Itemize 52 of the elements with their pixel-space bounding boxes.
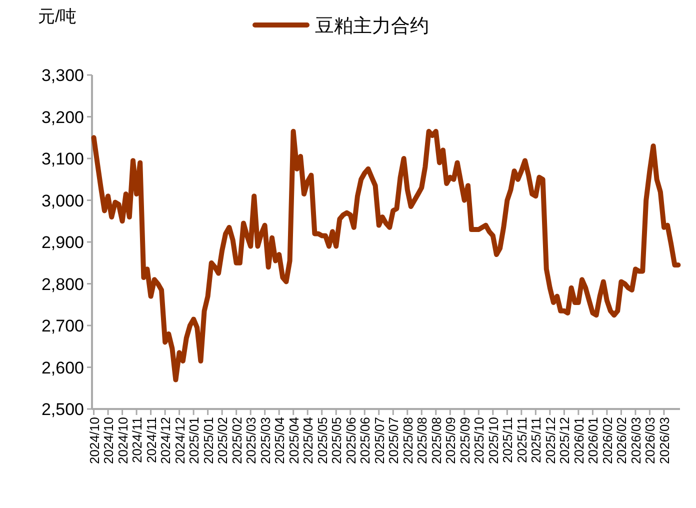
x-tick-label: 2025/05 xyxy=(329,417,344,464)
x-tick-label: 2025/01 xyxy=(186,417,202,464)
x-tick-label: 2025/04 xyxy=(272,417,288,464)
y-tick-label: 2,700 xyxy=(41,316,84,336)
x-tick-label: 2025/04 xyxy=(300,417,316,464)
x-tick-label: 2025/07 xyxy=(386,417,402,464)
x-tick-label: 2025/11 xyxy=(528,417,544,464)
y-tick-label: 3,100 xyxy=(41,150,84,168)
x-tick-label: 2026/03 xyxy=(642,417,658,464)
x-tick-label: 2025/11 xyxy=(500,417,516,464)
x-tick-label: 2025/03 xyxy=(258,417,273,464)
x-tick-label: 2025/05 xyxy=(314,417,330,464)
y-tick-label: 3,300 xyxy=(41,66,84,85)
x-tick-label: 2025/06 xyxy=(358,417,373,464)
x-tick-label: 2025/06 xyxy=(343,417,358,464)
x-tick-label: 2026/02 xyxy=(614,417,630,464)
y-tick-label: 2,600 xyxy=(41,358,84,378)
x-tick-label: 2025/12 xyxy=(557,417,572,464)
x-tick-label: 2025/08 xyxy=(428,417,444,464)
x-tick-label: 2025/03 xyxy=(244,417,259,464)
y-tick-label: 3,200 xyxy=(41,108,84,127)
x-tick-label: 2025/01 xyxy=(200,417,216,464)
x-tick-label: 2025/07 xyxy=(372,417,387,464)
x-tick-label: 2024/10 xyxy=(101,417,116,464)
y-tick-label: 2,800 xyxy=(41,274,84,294)
x-tick-label: 2025/02 xyxy=(229,417,244,464)
x-tick-label: 2025/02 xyxy=(215,417,230,464)
x-tick-label: 2025/08 xyxy=(400,417,416,464)
x-tick-label: 2026/02 xyxy=(600,417,615,464)
x-tick-label: 2024/12 xyxy=(172,417,188,464)
x-tick-label: 2024/12 xyxy=(158,417,174,464)
x-tick-label: 2025/04 xyxy=(286,417,302,464)
x-tick-label: 2025/10 xyxy=(472,417,487,464)
x-tick-label: 2024/10 xyxy=(115,417,130,464)
y-tick-label: 2,900 xyxy=(41,233,84,252)
x-tick-label: 2025/11 xyxy=(514,417,530,464)
y-tick-label: 2,500 xyxy=(41,400,84,419)
x-tick-label: 2025/12 xyxy=(542,417,558,464)
x-tick-label: 2026/01 xyxy=(586,417,601,464)
x-tick-label: 2026/03 xyxy=(628,417,644,464)
x-tick-label: 2024/11 xyxy=(144,417,159,464)
x-tick-label: 2025/10 xyxy=(486,417,501,464)
x-tick-label: 2024/11 xyxy=(130,417,145,464)
legend-label: 豆粕主力合约 xyxy=(315,15,429,37)
x-tick-label: 2024/10 xyxy=(86,417,102,464)
x-tick-label: 2025/08 xyxy=(414,417,430,464)
x-tick-label: 2026/03 xyxy=(656,417,672,464)
x-tick-label: 2026/01 xyxy=(571,417,586,464)
y-axis-title: 元/吨 xyxy=(38,7,77,26)
x-tick-label: 2025/09 xyxy=(457,417,472,464)
x-tick-label: 2025/09 xyxy=(443,417,458,464)
y-tick-label: 3,000 xyxy=(41,191,84,210)
